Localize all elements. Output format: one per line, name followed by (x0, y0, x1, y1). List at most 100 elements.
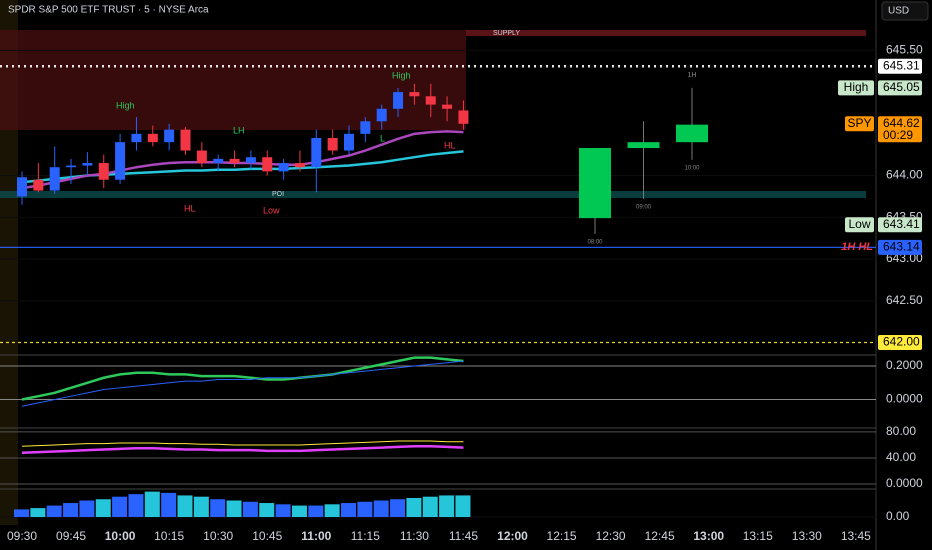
candle-body (409, 92, 420, 97)
price-tag: Low (848, 217, 870, 231)
candle-body (17, 177, 27, 197)
volume-bar (390, 499, 406, 517)
volume-bar (79, 500, 95, 517)
y-tick-label: 40.00 (886, 450, 916, 464)
candle-body (82, 163, 93, 166)
htf-time: 09:00 (636, 205, 652, 211)
volume-bar (144, 491, 160, 517)
indicator-line (21, 445, 464, 455)
indicator-line (21, 356, 464, 401)
volume-bar (128, 494, 144, 517)
htf-time: 08:00 (587, 240, 603, 246)
currency: USD (888, 6, 909, 17)
candle-body (147, 133, 158, 143)
price-label-box (878, 334, 922, 350)
x-tick-label: 12:45 (645, 529, 675, 543)
x-tick-label: 12:00 (497, 529, 528, 543)
y-tick-label: 0.0000 (886, 392, 923, 406)
x-tick-label: 13:00 (693, 529, 724, 543)
supply-zone (0, 30, 466, 130)
annotation: Low (263, 205, 280, 215)
price-label: 645.05 (883, 80, 920, 94)
volume-bar (259, 503, 275, 517)
volume-bar (291, 505, 307, 517)
candle-body (98, 163, 109, 180)
annotation: High (392, 70, 411, 80)
price-tag: High (844, 80, 869, 94)
volume-bar (242, 501, 258, 517)
x-tick-label: 10:30 (203, 529, 233, 543)
currency-box (881, 1, 929, 21)
volume-bar (439, 495, 455, 517)
volume-bar (177, 495, 193, 517)
price-label: 642.00 (883, 335, 920, 349)
volume-bar (63, 503, 79, 517)
x-tick-label: 13:15 (743, 529, 773, 543)
price-label: 644.62 (883, 116, 920, 130)
volume-bar (308, 505, 324, 517)
volume-bar (226, 500, 242, 517)
x-tick-label: 10:15 (154, 529, 184, 543)
moving-average (21, 130, 464, 190)
volume-bar (455, 495, 471, 517)
candle-body (360, 121, 371, 134)
x-tick-label: 12:30 (596, 529, 626, 543)
indicator-line (21, 360, 464, 407)
price-tag: 1H HL (841, 241, 873, 253)
volume-bar (406, 497, 422, 517)
price-label: 643.14 (883, 240, 920, 254)
volume-bar (275, 504, 291, 517)
volume-bar (161, 492, 177, 517)
volume-bar (95, 499, 111, 517)
candle-body (245, 157, 256, 164)
volume-bar (373, 500, 389, 517)
volume-bar (341, 503, 356, 517)
volume-bar (30, 508, 46, 517)
htf-body (579, 148, 611, 219)
volume-bar (14, 509, 29, 517)
indicator-line (21, 440, 464, 447)
candle-body (311, 138, 322, 168)
x-tick-label: 09:30 (7, 529, 37, 543)
candle-body (376, 108, 387, 122)
candle-body (66, 165, 77, 168)
volume-bar (46, 505, 62, 517)
price-label-box (878, 80, 922, 96)
candle-body (131, 133, 142, 143)
session-shade (0, 0, 18, 525)
zone-label: POI (272, 191, 284, 198)
annotation: HL (184, 203, 196, 213)
annotation: HL (444, 140, 456, 150)
candle-body (213, 158, 224, 164)
x-tick-label: 10:00 (105, 529, 136, 543)
volume-bar (357, 501, 373, 517)
candle-body (49, 167, 60, 191)
price-tag-box (845, 116, 874, 132)
x-tick-label: 10:45 (252, 529, 282, 543)
y-tick-label: 0.00 (886, 509, 910, 523)
candle-body (262, 157, 273, 172)
price-label-box (878, 239, 922, 255)
price-label: 645.31 (883, 58, 920, 72)
volume-bar (193, 496, 209, 517)
candle-body (278, 163, 289, 172)
candle-body (33, 179, 44, 191)
candle-body (180, 129, 191, 151)
candle-body (294, 163, 305, 168)
price-label: 643.41 (883, 217, 920, 231)
candle-body (327, 138, 338, 151)
y-tick-label: 0.2000 (886, 358, 923, 372)
candle-body (442, 104, 453, 109)
price-label-box (878, 217, 922, 233)
volume-bar (210, 499, 226, 517)
supply-zone-ext (466, 30, 866, 36)
poi-zone (0, 191, 866, 198)
annotation: LH (233, 125, 245, 135)
candle-body (115, 142, 126, 180)
candle-body (229, 158, 240, 164)
price-timer: 00:29 (883, 128, 913, 142)
volume-bar (422, 496, 438, 517)
x-tick-label: 13:30 (792, 529, 822, 543)
htf-label: 1H (688, 72, 697, 79)
